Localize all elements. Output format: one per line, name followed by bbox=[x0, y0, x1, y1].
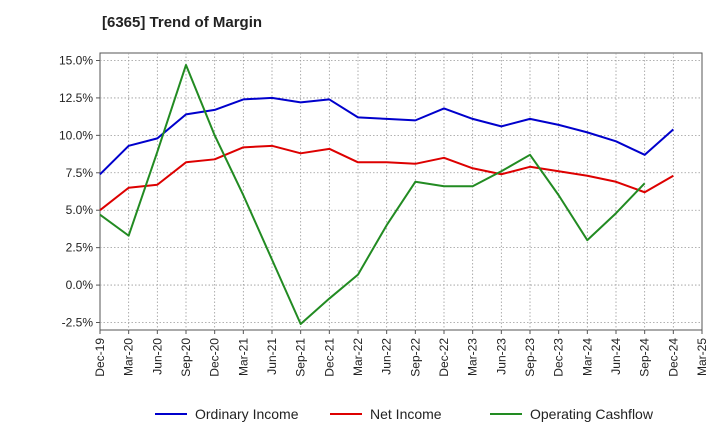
y-tick-label: 12.5% bbox=[59, 91, 93, 105]
x-tick-label: Mar-20 bbox=[122, 338, 136, 376]
y-tick-label: 2.5% bbox=[66, 241, 94, 255]
operating-cashflow-legend-label: Operating Cashflow bbox=[530, 406, 654, 422]
x-tick-label: Dec-20 bbox=[208, 338, 222, 377]
x-tick-label: Mar-24 bbox=[580, 338, 594, 376]
x-tick-label: Sep-23 bbox=[523, 338, 537, 377]
x-tick-label: Jun-24 bbox=[609, 338, 623, 375]
x-tick-label: Sep-21 bbox=[294, 338, 308, 377]
x-tick-label: Jun-20 bbox=[150, 338, 164, 375]
y-tick-label: 7.5% bbox=[66, 166, 94, 180]
x-tick-label: Dec-22 bbox=[437, 338, 451, 377]
x-tick-label: Sep-22 bbox=[408, 338, 422, 377]
y-tick-label: 5.0% bbox=[66, 203, 94, 217]
x-tick-label: Mar-21 bbox=[236, 338, 250, 376]
x-tick-label: Jun-23 bbox=[494, 338, 508, 375]
x-tick-label: Jun-21 bbox=[265, 338, 279, 375]
y-tick-label: 15.0% bbox=[59, 53, 93, 67]
grid-layer bbox=[99, 52, 703, 331]
ordinary-income-line bbox=[99, 96, 674, 175]
legend: Ordinary Income Net Income Operating Cashf… bbox=[155, 406, 654, 422]
x-tick-label: Sep-20 bbox=[179, 338, 193, 377]
chart-title: [6365] Trend of Margin bbox=[102, 14, 263, 31]
operating-cashflow-line bbox=[99, 63, 646, 326]
series-layer bbox=[99, 63, 674, 326]
x-tick-label: Mar-22 bbox=[351, 338, 365, 376]
x-tick-label: Dec-21 bbox=[322, 338, 336, 377]
net-income-legend-label: Net Income bbox=[370, 406, 442, 422]
x-tick-label: Sep-24 bbox=[638, 338, 652, 377]
x-tick-label: Mar-25 bbox=[695, 338, 709, 376]
x-tick-label: Mar-23 bbox=[466, 338, 480, 376]
x-tick-label: Dec-19 bbox=[93, 338, 107, 377]
plot-area bbox=[99, 52, 703, 331]
y-tick-label: 0.0% bbox=[66, 278, 94, 292]
x-tick-label: Dec-24 bbox=[666, 338, 680, 377]
ordinary-income-legend-label: Ordinary Income bbox=[195, 406, 299, 422]
y-tick-label: 10.0% bbox=[59, 128, 93, 142]
axis-layer: 15.0% 12.5% 10.0% 7.5% 5.0% 2.5% 0.0% -2.5% Dec-… bbox=[59, 53, 709, 376]
x-tick-label: Jun-22 bbox=[380, 338, 394, 375]
x-tick-label: Dec-23 bbox=[552, 338, 566, 377]
net-income-line bbox=[99, 144, 674, 212]
y-tick-label: -2.5% bbox=[62, 316, 94, 330]
